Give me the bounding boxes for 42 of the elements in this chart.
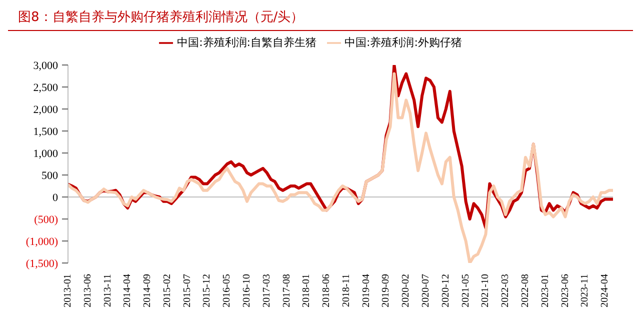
x-tick-label: 2018-11 [340, 274, 352, 307]
y-tick-label: 2,500 [33, 82, 58, 94]
x-tick-label: 2015-12 [202, 274, 213, 308]
x-tick-label: 2022-03 [500, 274, 512, 308]
x-tick-label: 2022-08 [520, 274, 531, 308]
legend-label: 中国:养殖利润:自繁自养生猪 [177, 36, 316, 49]
x-tick-label: 2014-04 [122, 274, 134, 308]
x-tick-label: 2015-02 [162, 274, 173, 308]
x-tick-label: 2017-03 [261, 274, 272, 308]
x-tick-label: 2024-04 [600, 274, 611, 308]
x-tick-label: 2019-09 [380, 274, 392, 308]
y-tick-label: (500) [34, 214, 58, 226]
chart-title: 图8：自繁自养与外购仔猪养殖利润情况（元/头） [8, 8, 633, 31]
x-tick-label: 2020-12 [440, 274, 452, 308]
x-tick-label: 2020-07 [420, 274, 432, 308]
x-tick-label: 2021-05 [460, 274, 472, 308]
y-tick-label: 2,000 [33, 104, 58, 116]
y-tick-label: 0 [52, 192, 58, 204]
y-tick-label: 1,500 [33, 126, 58, 138]
y-tick-label: 500 [42, 170, 58, 182]
x-tick-label: 2023-11 [580, 274, 591, 307]
y-tick-label: (1,000) [26, 236, 58, 248]
x-tick-label: 2016-05 [222, 274, 233, 308]
y-tick-label: 3,000 [33, 60, 58, 72]
x-tick-label: 2013-01 [62, 274, 74, 308]
line-series [68, 72, 613, 263]
y-tick-label: 1,000 [33, 148, 58, 160]
x-tick-label: 2014-09 [142, 274, 154, 308]
x-tick-label: 2018-01 [301, 274, 312, 308]
legend-label: 中国:养殖利润:外购仔猪 [344, 36, 462, 49]
x-tick-label: 2021-10 [480, 274, 492, 308]
x-tick-label: 2016-10 [242, 274, 253, 308]
x-tick-label: 2020-02 [400, 274, 412, 308]
x-tick-label: 2015-07 [182, 274, 193, 308]
x-tick-label: 2018-06 [321, 274, 332, 308]
y-tick-label: (1,500) [26, 258, 58, 270]
x-tick-label: 2019-04 [360, 274, 372, 308]
x-tick-label: 2013-06 [82, 274, 94, 308]
x-tick-label: 2023-06 [560, 274, 571, 308]
x-tick-label: 2013-11 [102, 274, 114, 307]
x-tick-label: 2017-08 [281, 274, 292, 308]
x-tick-label: 2023-01 [540, 274, 551, 308]
